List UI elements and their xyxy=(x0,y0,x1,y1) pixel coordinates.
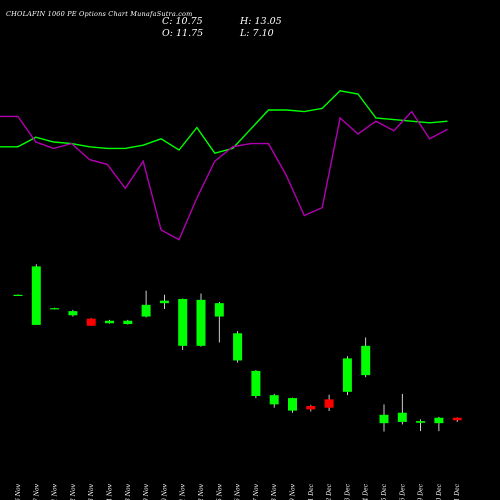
chart-title: CHOLAFIN 1060 PE Options Chart MunafaSut… xyxy=(6,10,193,18)
x-tick-label: 05 Dec xyxy=(381,483,388,500)
x-tick-label: 29 Nov xyxy=(290,483,297,500)
x-tick-label: 18 Nov xyxy=(125,483,132,500)
candle-body xyxy=(306,406,316,410)
x-tick-label: 25 Nov xyxy=(216,483,223,500)
x-tick-label: 11 Dec xyxy=(454,483,461,500)
overlay-line-1 xyxy=(0,90,448,155)
x-tick-label: 28 Nov xyxy=(271,483,278,500)
candle-body xyxy=(178,298,188,346)
x-tick-label: 19 Nov xyxy=(143,483,150,500)
overlay-line-2 xyxy=(0,110,448,241)
close-value: C: 10.75 xyxy=(162,16,203,27)
low-value: L: 7.10 xyxy=(240,28,274,39)
candle-body xyxy=(196,299,206,346)
x-tick-label: 20 Nov xyxy=(161,483,168,500)
x-tick-label: 27 Nov xyxy=(253,483,260,500)
candle-body xyxy=(13,294,23,296)
candle-body xyxy=(288,398,297,411)
x-tick-label: 21 Nov xyxy=(180,483,187,500)
candle-body xyxy=(416,421,426,423)
candle-body xyxy=(233,333,243,361)
x-tick-label: 14 Nov xyxy=(107,483,114,500)
candle-body xyxy=(86,318,96,326)
candle-body xyxy=(141,304,151,317)
x-tick-label: 06 Nov xyxy=(15,483,22,500)
x-tick-label: 07 Nov xyxy=(33,483,40,500)
candle-body xyxy=(251,370,261,396)
x-tick-label: 01 Dec xyxy=(308,483,315,500)
candle-body xyxy=(434,417,444,424)
candle-body xyxy=(105,320,114,324)
candle-body xyxy=(397,412,407,422)
x-tick-label: 22 Nov xyxy=(198,483,205,500)
candle-body xyxy=(269,395,279,405)
candle-body xyxy=(31,266,41,325)
x-tick-label: 26 Nov xyxy=(235,483,242,500)
x-tick-label: 13 Nov xyxy=(88,483,95,500)
open-value: O: 11.75 xyxy=(162,28,204,39)
candle-body xyxy=(159,300,169,304)
candle-body xyxy=(214,303,224,317)
x-tick-label: 06 Dec xyxy=(399,483,406,500)
x-tick-label: 09 Dec xyxy=(418,483,425,500)
x-tick-label: 02 Dec xyxy=(326,483,333,500)
candle-body xyxy=(324,399,334,408)
candle-body xyxy=(452,417,462,421)
candle-body xyxy=(68,311,78,316)
candle-body xyxy=(50,308,60,310)
x-tick-label: 10 Dec xyxy=(436,483,443,500)
candle-body xyxy=(123,320,133,325)
candle-body xyxy=(342,358,352,392)
candle-body xyxy=(361,345,371,376)
x-tick-label: 04 Dec xyxy=(363,483,370,500)
high-value: H: 13.05 xyxy=(240,16,282,27)
x-tick-label: 03 Dec xyxy=(344,483,351,500)
x-tick-label: 11 Nov xyxy=(52,483,59,500)
x-tick-label: 12 Nov xyxy=(70,483,77,500)
candle-body xyxy=(379,414,389,424)
